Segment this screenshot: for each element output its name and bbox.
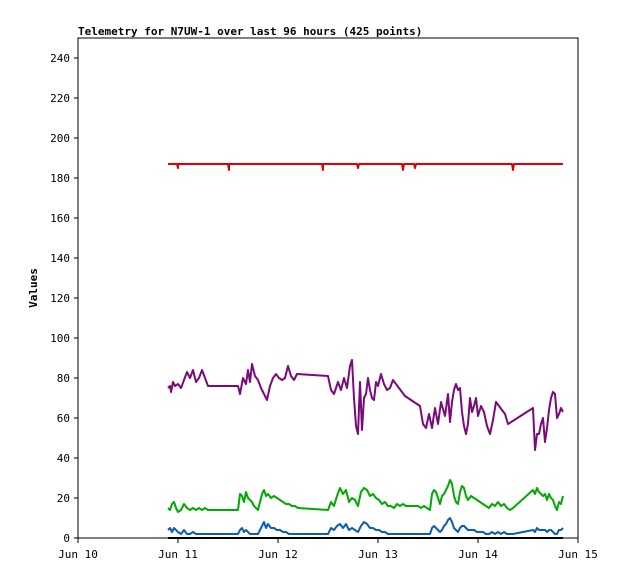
x-tick-label: Jun 15 bbox=[558, 548, 598, 561]
series-line-1 bbox=[168, 163, 563, 171]
x-tick-label: Jun 14 bbox=[458, 548, 498, 561]
series-line-2 bbox=[167, 359, 564, 451]
y-tick-label: 120 bbox=[50, 292, 70, 305]
y-tick-label: 140 bbox=[50, 252, 70, 265]
y-tick-label: 20 bbox=[57, 492, 70, 505]
y-tick-label: 100 bbox=[50, 332, 70, 345]
y-tick-label: 160 bbox=[50, 212, 70, 225]
x-axis: Jun 10 Jun 11 Jun 12 Jun 13 Jun 14 Jun 15 bbox=[58, 538, 598, 561]
x-tick-label: Jun 11 bbox=[158, 548, 198, 561]
chart-title: Telemetry for N7UW-1 over last 96 hours … bbox=[78, 25, 422, 38]
y-tick-label: 0 bbox=[63, 532, 70, 545]
y-tick-label: 180 bbox=[50, 172, 70, 185]
y-tick-label: 220 bbox=[50, 92, 70, 105]
series-group bbox=[167, 163, 564, 539]
y-tick-label: 40 bbox=[57, 452, 70, 465]
plot-area bbox=[77, 37, 579, 539]
x-tick-label: Jun 13 bbox=[358, 548, 398, 561]
y-tick-label: 240 bbox=[50, 52, 70, 65]
y-tick-label: 60 bbox=[57, 412, 70, 425]
x-tick-label: Jun 10 bbox=[58, 548, 98, 561]
y-axis-label: Values bbox=[27, 268, 40, 308]
series-line-3 bbox=[167, 479, 564, 513]
x-tick-label: Jun 12 bbox=[258, 548, 298, 561]
y-tick-label: 200 bbox=[50, 132, 70, 145]
y-tick-label: 80 bbox=[57, 372, 70, 385]
series-line-4 bbox=[167, 517, 564, 535]
y-axis: 0 20 40 60 80 100 120 140 160 180 200 220 240 bbox=[50, 52, 78, 545]
